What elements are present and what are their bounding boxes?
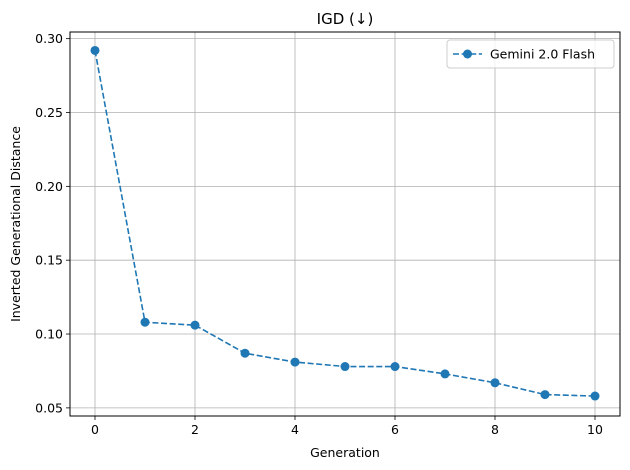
y-axis: 0.05 0.10 0.15 0.20 0.25 0.30	[35, 31, 70, 415]
plot-frame	[69, 31, 621, 417]
x-axis: 0 2 4 6 8 10	[91, 416, 603, 437]
data-point	[540, 390, 550, 400]
series-layer	[90, 45, 600, 401]
x-tick-label: 0	[91, 422, 99, 437]
data-point	[140, 317, 150, 327]
y-tick-label: 0.10	[35, 327, 63, 342]
x-tick-label: 6	[391, 422, 399, 437]
x-tick-label: 10	[587, 422, 603, 437]
data-point	[490, 378, 500, 388]
data-point	[590, 391, 600, 401]
grid	[70, 32, 620, 416]
y-tick-label: 0.15	[35, 253, 63, 268]
y-tick-label: 0.30	[35, 31, 63, 46]
x-tick-label: 8	[491, 422, 499, 437]
y-tick-label: 0.20	[35, 179, 63, 194]
x-axis-label: Generation	[310, 445, 380, 460]
x-tick-label: 2	[191, 422, 199, 437]
chart-title: IGD (↓)	[317, 10, 374, 28]
y-tick-label: 0.25	[35, 105, 63, 120]
legend: Gemini 2.0 Flash	[446, 39, 615, 69]
data-point	[340, 362, 350, 372]
data-point	[240, 348, 250, 358]
data-point	[190, 320, 200, 330]
data-point	[290, 357, 300, 367]
data-point	[390, 362, 400, 372]
legend-marker-swatch	[463, 49, 472, 59]
legend-box	[446, 39, 615, 69]
x-tick-label: 4	[291, 422, 299, 437]
data-point	[90, 45, 100, 55]
y-tick-label: 0.05	[35, 400, 63, 415]
y-axis-label: Inverted Generational Distance	[8, 126, 23, 322]
legend-label: Gemini 2.0 Flash	[490, 47, 595, 62]
data-point	[440, 369, 450, 379]
series-line	[94, 50, 596, 397]
